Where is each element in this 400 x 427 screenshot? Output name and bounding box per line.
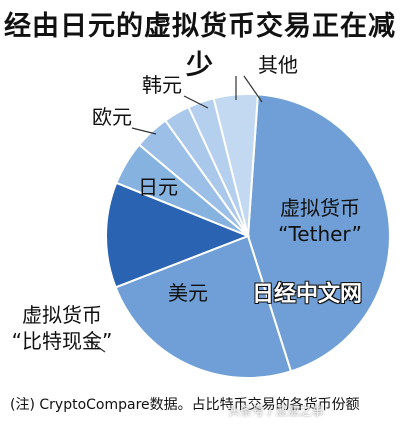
chart-title: 经由日元的虚拟货币交易正在减少 bbox=[4, 11, 396, 81]
pie-slice-0 bbox=[246, 93, 391, 373]
watermark-logo: 日经中文网 bbox=[252, 282, 363, 307]
leader-lines bbox=[87, 75, 263, 353]
slice-label-6: 韩元 bbox=[142, 73, 182, 97]
slice-label-8: 其他 bbox=[258, 53, 298, 77]
pie-slice-3 bbox=[105, 181, 251, 289]
leader-line-extra-0 bbox=[243, 75, 263, 103]
watermark-small: 头条号 / 亚亚之事 bbox=[228, 404, 324, 418]
slice-label-0: 虚拟货币“Tether” bbox=[278, 196, 362, 246]
leader-line-4 bbox=[131, 127, 157, 135]
pie-slice-1 bbox=[114, 234, 293, 379]
slice-label-3: 日元 bbox=[138, 175, 178, 199]
slice-label-2: 虚拟货币“比特现金” bbox=[12, 303, 113, 353]
slice-label-1: 美元 bbox=[168, 281, 208, 305]
source-note: (注) CryptoCompare数据。占比特币交易的各货币份额 bbox=[10, 397, 360, 413]
leader-line-2 bbox=[87, 339, 106, 353]
pie-slices bbox=[105, 93, 391, 379]
leader-line-6 bbox=[183, 95, 209, 109]
slice-label-4: 欧元 bbox=[92, 105, 132, 129]
